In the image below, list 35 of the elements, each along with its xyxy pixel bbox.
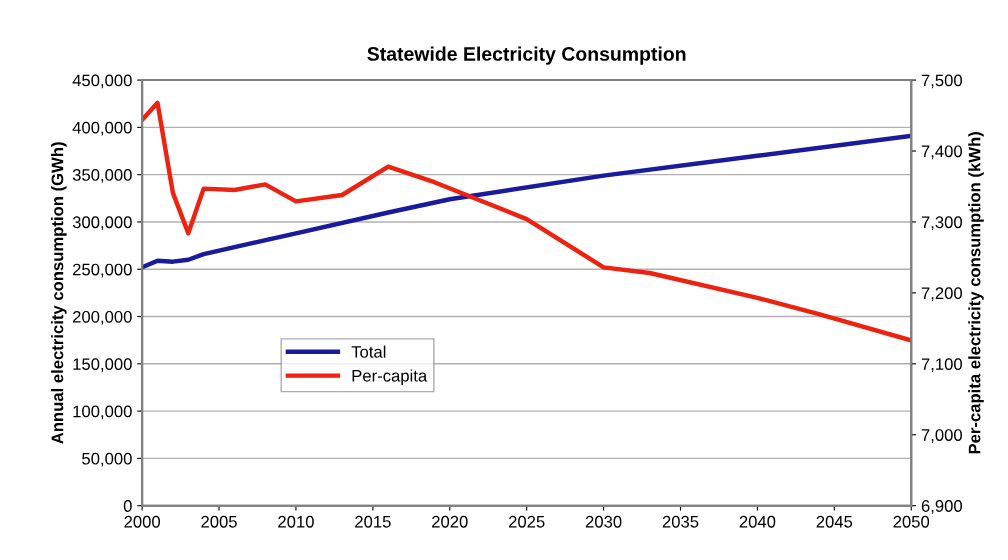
y-tick-label: 50,000 <box>82 452 132 467</box>
y-tick-label: 400,000 <box>72 121 132 136</box>
legend-label: Per-capita <box>352 369 428 385</box>
y-tick-label: 450,000 <box>72 74 132 89</box>
y2-tick-label: 7,500 <box>921 74 963 89</box>
y-tick-label: 200,000 <box>73 310 132 325</box>
legend-label: Total <box>351 345 386 358</box>
y2-tick-label: 7,100 <box>921 358 963 372</box>
y2-tick-label: 7,200 <box>921 287 963 302</box>
x-tick-label: 2035 <box>662 515 699 528</box>
y-tick-label: 250,000 <box>73 263 132 278</box>
y-axis-title: Annual electricity consumption (GWh) <box>51 142 67 444</box>
y2-tick-label: 6,900 <box>921 500 963 514</box>
x-tick-label: 2050 <box>893 515 930 528</box>
chart-title: Statewide Electricity Consumption <box>367 46 686 65</box>
x-tick-label: 2010 <box>278 515 314 528</box>
x-tick-label: 2005 <box>201 515 237 528</box>
y2-tick-label: 7,000 <box>921 429 963 443</box>
line-series <box>142 133 912 270</box>
y-tick-label: 350,000 <box>72 169 132 183</box>
y-tick-label: 100,000 <box>73 405 132 420</box>
y-tick-label: 300,000 <box>72 216 132 231</box>
y2-tick-label: 7,300 <box>921 216 963 231</box>
y2-tick-label: 7,400 <box>921 145 963 160</box>
x-tick-label: 2040 <box>739 515 776 528</box>
line-series <box>142 100 912 343</box>
y-tick-label: 0 <box>123 500 132 512</box>
x-tick-label: 2025 <box>508 515 545 528</box>
x-tick-label: 2045 <box>816 515 853 528</box>
y-tick-label: 150,000 <box>73 358 132 372</box>
x-tick-label: 2020 <box>432 515 468 528</box>
x-tick-label: 2015 <box>355 515 391 528</box>
y2-axis-title: Per-capita electricity consumption (kWh) <box>968 132 984 454</box>
x-tick-label: 2030 <box>585 515 622 528</box>
x-tick-label: 2000 <box>124 515 161 528</box>
